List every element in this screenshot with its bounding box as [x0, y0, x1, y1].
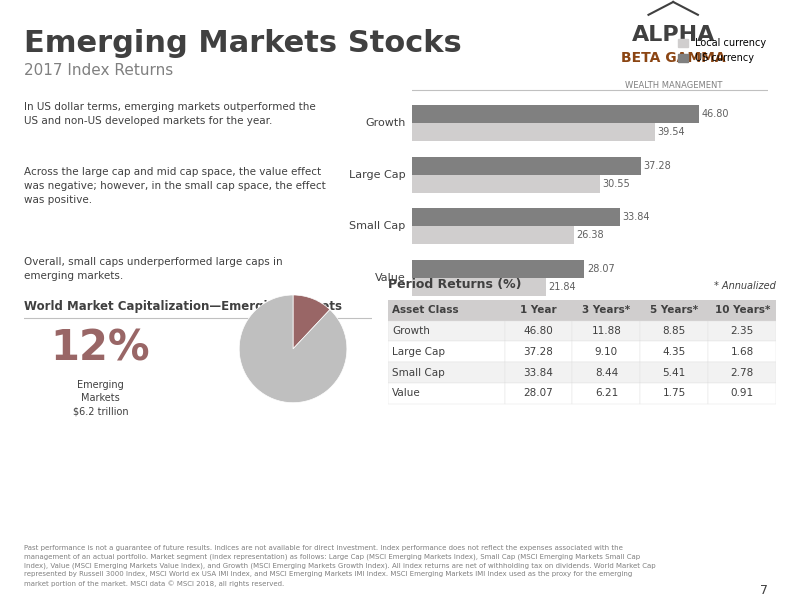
FancyBboxPatch shape	[573, 383, 640, 404]
FancyBboxPatch shape	[573, 321, 640, 341]
Bar	[412, 208, 620, 226]
FancyBboxPatch shape	[505, 362, 573, 383]
Text: 11.88: 11.88	[592, 326, 621, 336]
Text: Ranked Returns for 2017 (%): Ranked Returns for 2017 (%)	[412, 342, 616, 355]
Text: 2.35: 2.35	[730, 326, 754, 336]
Text: Growth: Growth	[365, 118, 406, 129]
Text: 10 Years*: 10 Years*	[714, 305, 770, 315]
Text: 12%: 12%	[51, 327, 150, 369]
FancyBboxPatch shape	[505, 321, 573, 341]
FancyBboxPatch shape	[640, 362, 708, 383]
Text: Period Returns (%): Period Returns (%)	[388, 278, 522, 291]
FancyBboxPatch shape	[640, 321, 708, 341]
Bar	[412, 105, 699, 123]
Text: 39.54: 39.54	[657, 127, 685, 137]
Text: 9.10: 9.10	[595, 347, 618, 357]
Text: Asset Class: Asset Class	[392, 305, 459, 315]
Bar	[412, 175, 600, 193]
Text: WEALTH MANAGEMENT: WEALTH MANAGEMENT	[625, 81, 722, 90]
Text: 30.55: 30.55	[602, 179, 630, 188]
Text: 1.75: 1.75	[663, 389, 686, 398]
Bar	[412, 226, 574, 244]
Text: Emerging Markets Stocks: Emerging Markets Stocks	[24, 29, 462, 58]
Bar	[412, 259, 584, 278]
Wedge shape	[239, 295, 347, 403]
Text: 37.28: 37.28	[643, 161, 671, 171]
Text: Value: Value	[392, 389, 421, 398]
Text: In US dollar terms, emerging markets outperformed the
US and non-US developed ma: In US dollar terms, emerging markets out…	[24, 102, 315, 126]
FancyBboxPatch shape	[708, 383, 776, 404]
FancyBboxPatch shape	[388, 362, 505, 383]
Bar	[412, 123, 655, 141]
FancyBboxPatch shape	[388, 300, 505, 321]
FancyBboxPatch shape	[388, 321, 505, 341]
FancyBboxPatch shape	[708, 362, 776, 383]
Text: Small Cap: Small Cap	[392, 368, 445, 378]
Text: 2.78: 2.78	[730, 368, 754, 378]
Text: Past performance is not a guarantee of future results. Indices are not available: Past performance is not a guarantee of f…	[24, 545, 656, 587]
Text: World Market Capitalization—Emerging Markets: World Market Capitalization—Emerging Mar…	[24, 300, 342, 313]
Text: Overall, small caps underperformed large caps in
emerging markets.: Overall, small caps underperformed large…	[24, 258, 283, 282]
FancyBboxPatch shape	[640, 300, 708, 321]
Text: 2017 Index Returns: 2017 Index Returns	[24, 63, 173, 78]
Text: 7: 7	[760, 584, 768, 597]
Text: 46.80: 46.80	[702, 110, 729, 119]
FancyBboxPatch shape	[573, 300, 640, 321]
FancyBboxPatch shape	[388, 383, 505, 404]
Text: 21.84: 21.84	[549, 282, 576, 292]
Text: 46.80: 46.80	[524, 326, 554, 336]
FancyBboxPatch shape	[708, 300, 776, 321]
Text: Large Cap: Large Cap	[392, 347, 445, 357]
Text: 28.07: 28.07	[524, 389, 554, 398]
Text: Large Cap: Large Cap	[349, 170, 406, 180]
Wedge shape	[293, 295, 330, 349]
Text: 8.85: 8.85	[663, 326, 686, 336]
FancyBboxPatch shape	[640, 341, 708, 362]
FancyBboxPatch shape	[388, 341, 505, 362]
Text: ALPHA: ALPHA	[631, 25, 715, 45]
FancyBboxPatch shape	[505, 341, 573, 362]
Text: Emerging
Markets
$6.2 trillion: Emerging Markets $6.2 trillion	[73, 380, 128, 417]
Bar	[412, 157, 641, 175]
Text: * Annualized: * Annualized	[714, 281, 776, 291]
Legend: Local currency, US currency: Local currency, US currency	[674, 35, 771, 67]
FancyBboxPatch shape	[573, 362, 640, 383]
Text: 1 Year: 1 Year	[520, 305, 557, 315]
FancyBboxPatch shape	[505, 300, 573, 321]
Text: 8.44: 8.44	[595, 368, 618, 378]
Text: 5 Years*: 5 Years*	[650, 305, 699, 315]
FancyBboxPatch shape	[505, 383, 573, 404]
Text: Across the large cap and mid cap space, the value effect
was negative; however, : Across the large cap and mid cap space, …	[24, 166, 326, 204]
Text: 1.68: 1.68	[730, 347, 754, 357]
Bar	[412, 278, 546, 296]
Text: Value: Value	[375, 273, 406, 283]
Text: 28.07: 28.07	[587, 264, 615, 274]
FancyBboxPatch shape	[640, 383, 708, 404]
Text: 6.21: 6.21	[595, 389, 618, 398]
Text: 4.35: 4.35	[663, 347, 686, 357]
Text: 33.84: 33.84	[623, 212, 649, 222]
Text: 26.38: 26.38	[577, 230, 604, 241]
FancyBboxPatch shape	[708, 321, 776, 341]
Text: 0.91: 0.91	[731, 389, 754, 398]
Text: BETA GAMMA: BETA GAMMA	[621, 51, 725, 65]
FancyBboxPatch shape	[573, 341, 640, 362]
Text: Growth: Growth	[392, 326, 430, 336]
Text: 5.41: 5.41	[663, 368, 686, 378]
Text: 33.84: 33.84	[524, 368, 554, 378]
FancyBboxPatch shape	[708, 341, 776, 362]
Text: 3 Years*: 3 Years*	[582, 305, 630, 315]
Text: Small Cap: Small Cap	[349, 221, 406, 231]
Text: 37.28: 37.28	[524, 347, 554, 357]
